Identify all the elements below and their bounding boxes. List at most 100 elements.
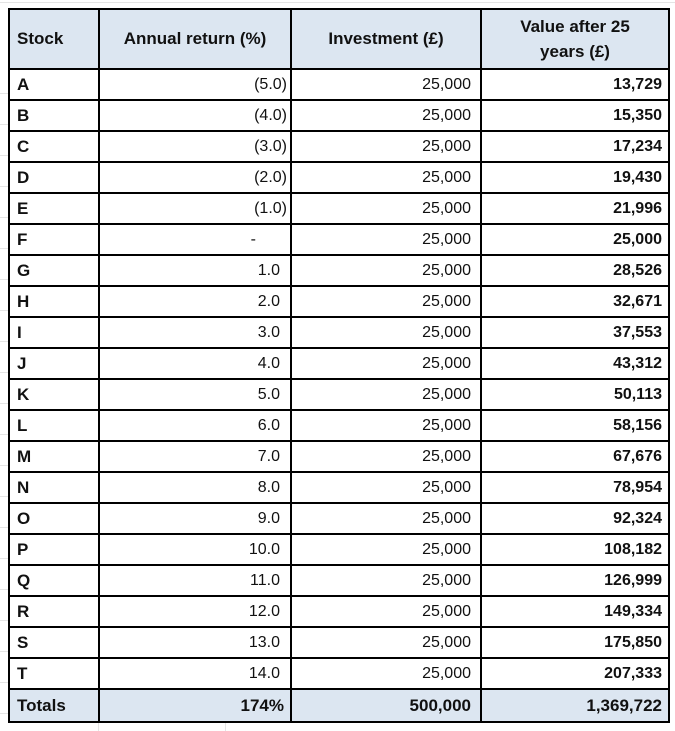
table-row: R 12.0 25,000 149,334 [8, 595, 670, 628]
stock-cell[interactable]: D [8, 161, 100, 194]
stock-returns-table: Stock Annual return (%) Investment (£) V… [8, 8, 670, 723]
value-cell[interactable]: 126,999 [480, 564, 670, 597]
stock-cell[interactable]: J [8, 347, 100, 380]
investment-cell[interactable]: 25,000 [290, 657, 482, 690]
table-row: T 14.0 25,000 207,333 [8, 657, 670, 690]
value-cell[interactable]: 58,156 [480, 409, 670, 442]
annual-return-cell[interactable]: 13.0 [98, 626, 292, 659]
stock-cell[interactable]: C [8, 130, 100, 163]
annual-return-cell[interactable]: (1.0) [98, 192, 292, 225]
investment-cell[interactable]: 25,000 [290, 192, 482, 225]
header-investment[interactable]: Investment (£) [290, 8, 482, 70]
value-cell[interactable]: 28,526 [480, 254, 670, 287]
investment-cell[interactable]: 25,000 [290, 99, 482, 132]
header-value-after-25-years[interactable]: Value after 25 years (£) [480, 8, 670, 70]
annual-return-cell[interactable]: 9.0 [98, 502, 292, 535]
header-annual-return[interactable]: Annual return (%) [98, 8, 292, 70]
value-cell[interactable]: 19,430 [480, 161, 670, 194]
value-cell[interactable]: 50,113 [480, 378, 670, 411]
stock-cell[interactable]: R [8, 595, 100, 628]
value-cell[interactable]: 92,324 [480, 502, 670, 535]
annual-return-cell[interactable]: 5.0 [98, 378, 292, 411]
table-row: N 8.0 25,000 78,954 [8, 471, 670, 504]
annual-return-cell[interactable]: - [98, 223, 292, 256]
table-row: D (2.0) 25,000 19,430 [8, 161, 670, 194]
table-row: G 1.0 25,000 28,526 [8, 254, 670, 287]
investment-cell[interactable]: 25,000 [290, 161, 482, 194]
investment-cell[interactable]: 25,000 [290, 471, 482, 504]
value-cell[interactable]: 13,729 [480, 68, 670, 101]
table-row: O 9.0 25,000 92,324 [8, 502, 670, 535]
stock-cell[interactable]: T [8, 657, 100, 690]
value-cell[interactable]: 17,234 [480, 130, 670, 163]
investment-cell[interactable]: 25,000 [290, 533, 482, 566]
stock-cell[interactable]: P [8, 533, 100, 566]
annual-return-cell[interactable]: (3.0) [98, 130, 292, 163]
annual-return-cell[interactable]: (4.0) [98, 99, 292, 132]
investment-cell[interactable]: 25,000 [290, 440, 482, 473]
annual-return-cell[interactable]: 14.0 [98, 657, 292, 690]
investment-cell[interactable]: 25,000 [290, 223, 482, 256]
annual-return-cell[interactable]: 1.0 [98, 254, 292, 287]
stock-cell[interactable]: L [8, 409, 100, 442]
value-cell[interactable]: 43,312 [480, 347, 670, 380]
annual-return-cell[interactable]: (2.0) [98, 161, 292, 194]
stock-cell[interactable]: Q [8, 564, 100, 597]
stock-cell[interactable]: A [8, 68, 100, 101]
stock-cell[interactable]: B [8, 99, 100, 132]
stock-cell[interactable]: G [8, 254, 100, 287]
header-stock[interactable]: Stock [8, 8, 100, 70]
investment-cell[interactable]: 25,000 [290, 409, 482, 442]
investment-cell[interactable]: 25,000 [290, 502, 482, 535]
annual-return-cell[interactable]: (5.0) [98, 68, 292, 101]
sheet-gridline-top [0, 2, 675, 3]
investment-cell[interactable]: 25,000 [290, 68, 482, 101]
annual-return-cell[interactable]: 3.0 [98, 316, 292, 349]
stock-cell[interactable]: I [8, 316, 100, 349]
stock-cell[interactable]: H [8, 285, 100, 318]
investment-cell[interactable]: 25,000 [290, 626, 482, 659]
table-row: A (5.0) 25,000 13,729 [8, 68, 670, 101]
stock-cell[interactable]: M [8, 440, 100, 473]
value-cell[interactable]: 149,334 [480, 595, 670, 628]
investment-cell[interactable]: 25,000 [290, 378, 482, 411]
value-cell[interactable]: 78,954 [480, 471, 670, 504]
value-cell[interactable]: 175,850 [480, 626, 670, 659]
investment-cell[interactable]: 25,000 [290, 130, 482, 163]
value-cell[interactable]: 21,996 [480, 192, 670, 225]
annual-return-cell[interactable]: 12.0 [98, 595, 292, 628]
annual-return-cell[interactable]: 2.0 [98, 285, 292, 318]
value-cell[interactable]: 37,553 [480, 316, 670, 349]
value-cell[interactable]: 25,000 [480, 223, 670, 256]
annual-return-cell[interactable]: 7.0 [98, 440, 292, 473]
value-cell[interactable]: 32,671 [480, 285, 670, 318]
totals-annual-return[interactable]: 174% [98, 688, 292, 723]
stock-cell[interactable]: F [8, 223, 100, 256]
stock-cell[interactable]: E [8, 192, 100, 225]
stock-cell[interactable]: N [8, 471, 100, 504]
value-cell[interactable]: 15,350 [480, 99, 670, 132]
investment-cell[interactable]: 25,000 [290, 595, 482, 628]
stock-cell[interactable]: S [8, 626, 100, 659]
value-cell[interactable]: 207,333 [480, 657, 670, 690]
totals-value[interactable]: 1,369,722 [480, 688, 670, 723]
value-cell[interactable]: 67,676 [480, 440, 670, 473]
stock-cell[interactable]: K [8, 378, 100, 411]
annual-return-cell[interactable]: 8.0 [98, 471, 292, 504]
investment-cell[interactable]: 25,000 [290, 254, 482, 287]
totals-label[interactable]: Totals [8, 688, 100, 723]
investment-cell[interactable]: 25,000 [290, 316, 482, 349]
table-row: L 6.0 25,000 58,156 [8, 409, 670, 442]
annual-return-cell[interactable]: 11.0 [98, 564, 292, 597]
sheet-gridline-bottom-stub [98, 722, 99, 731]
investment-cell[interactable]: 25,000 [290, 285, 482, 318]
table-row: E (1.0) 25,000 21,996 [8, 192, 670, 225]
value-cell[interactable]: 108,182 [480, 533, 670, 566]
annual-return-cell[interactable]: 4.0 [98, 347, 292, 380]
annual-return-cell[interactable]: 10.0 [98, 533, 292, 566]
totals-investment[interactable]: 500,000 [290, 688, 482, 723]
stock-cell[interactable]: O [8, 502, 100, 535]
investment-cell[interactable]: 25,000 [290, 347, 482, 380]
annual-return-cell[interactable]: 6.0 [98, 409, 292, 442]
investment-cell[interactable]: 25,000 [290, 564, 482, 597]
